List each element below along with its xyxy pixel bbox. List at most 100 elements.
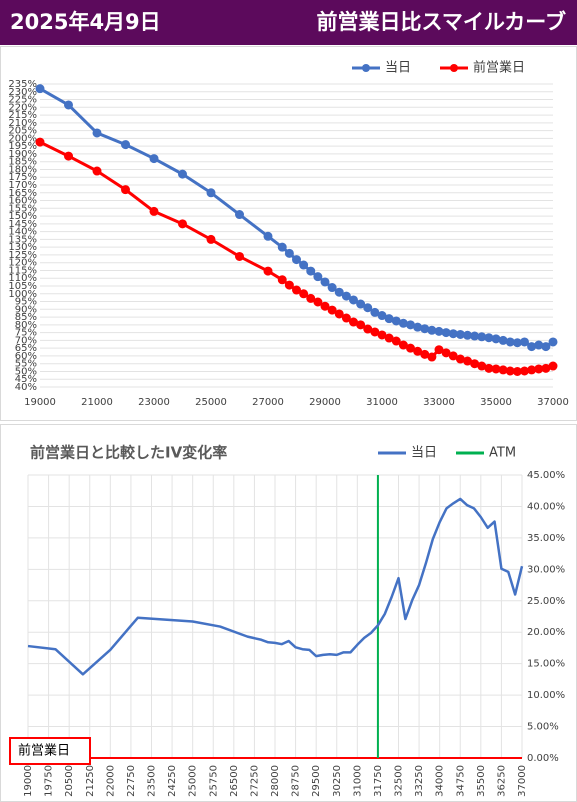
marker bbox=[206, 188, 216, 198]
header-bar bbox=[0, 0, 577, 45]
y-tick-label: 35.00% bbox=[527, 533, 565, 544]
x-tick-label: 19000 bbox=[23, 765, 34, 797]
marker bbox=[235, 251, 244, 261]
x-tick-label: 32500 bbox=[394, 765, 405, 797]
y-tick-label: 95% bbox=[15, 297, 37, 308]
x-tick-label: 29000 bbox=[309, 397, 341, 408]
legend-marker bbox=[450, 64, 458, 72]
marker bbox=[334, 309, 344, 319]
marker bbox=[263, 266, 273, 276]
x-tick-label: 37000 bbox=[517, 765, 528, 797]
y-tick-label: 125% bbox=[8, 250, 37, 261]
y-tick-label: 45% bbox=[15, 374, 37, 385]
marker bbox=[313, 272, 323, 282]
chart-title: 前営業日と比較したIV変化率 bbox=[30, 444, 227, 462]
marker bbox=[277, 275, 287, 285]
marker bbox=[327, 305, 337, 315]
marker bbox=[420, 324, 430, 334]
y-tick-label: 115% bbox=[8, 265, 37, 276]
legend-marker bbox=[362, 64, 370, 72]
y-tick-label: 155% bbox=[8, 203, 37, 214]
marker bbox=[35, 137, 45, 147]
y-tick-label: 135% bbox=[8, 234, 37, 245]
marker bbox=[320, 277, 330, 287]
x-tick-label: 23000 bbox=[138, 397, 170, 408]
y-tick-label: 190% bbox=[8, 149, 37, 160]
x-tick-label: 31000 bbox=[352, 765, 363, 797]
x-tick-label: 23500 bbox=[147, 765, 158, 797]
y-tick-label: 5.00% bbox=[527, 722, 559, 733]
marker bbox=[292, 285, 301, 295]
x-tick-label: 27250 bbox=[249, 765, 260, 797]
chart-panel bbox=[0, 46, 577, 421]
marker bbox=[548, 337, 558, 347]
y-tick-label: 170% bbox=[8, 180, 37, 191]
y-tick-label: 10.00% bbox=[527, 690, 565, 701]
marker bbox=[149, 154, 159, 164]
y-tick-label: 120% bbox=[8, 258, 37, 269]
marker bbox=[64, 151, 73, 161]
marker bbox=[527, 342, 537, 352]
x-tick-label: 35500 bbox=[476, 765, 487, 797]
y-tick-label: 225% bbox=[8, 95, 37, 106]
x-tick-label: 25000 bbox=[195, 397, 227, 408]
marker bbox=[292, 255, 301, 265]
marker bbox=[35, 84, 45, 94]
y-tick-label: 195% bbox=[8, 141, 37, 152]
y-tick-label: 25.00% bbox=[527, 596, 565, 607]
y-tick-label: 175% bbox=[8, 172, 37, 183]
y-tick-label: 230% bbox=[8, 87, 37, 98]
marker bbox=[320, 301, 330, 311]
y-tick-label: 20.00% bbox=[527, 627, 565, 638]
y-tick-label: 70% bbox=[15, 335, 37, 346]
marker bbox=[206, 234, 216, 244]
marker bbox=[413, 322, 423, 332]
marker bbox=[263, 231, 273, 241]
y-tick-label: 145% bbox=[8, 219, 37, 230]
x-tick-label: 25750 bbox=[208, 765, 219, 797]
marker bbox=[121, 185, 130, 195]
y-tick-label: 185% bbox=[8, 157, 37, 168]
x-tick-label: 33000 bbox=[423, 397, 455, 408]
marker bbox=[149, 206, 159, 216]
y-tick-label: 130% bbox=[8, 242, 37, 253]
y-tick-label: 180% bbox=[8, 164, 37, 175]
marker bbox=[92, 128, 102, 138]
y-tick-label: 160% bbox=[8, 196, 37, 207]
y-tick-label: 200% bbox=[8, 133, 37, 144]
marker bbox=[520, 337, 529, 347]
marker bbox=[284, 280, 294, 290]
marker bbox=[277, 242, 287, 252]
legend-label: ATM bbox=[489, 446, 516, 461]
marker bbox=[299, 289, 309, 299]
marker bbox=[306, 293, 316, 303]
y-tick-label: 150% bbox=[8, 211, 37, 222]
y-tick-label: 40% bbox=[15, 382, 37, 393]
y-tick-label: 235% bbox=[8, 79, 37, 90]
x-tick-label: 29500 bbox=[311, 765, 322, 797]
y-tick-label: 15.00% bbox=[527, 659, 565, 670]
x-tick-label: 36250 bbox=[496, 765, 507, 797]
baseline-label: 前営業日 bbox=[18, 743, 70, 759]
y-tick-label: 60% bbox=[15, 351, 37, 362]
marker bbox=[491, 334, 501, 344]
marker bbox=[434, 326, 444, 336]
x-tick-label: 20500 bbox=[64, 765, 75, 797]
y-tick-label: 65% bbox=[15, 343, 37, 354]
y-tick-label: 90% bbox=[15, 304, 37, 315]
x-tick-label: 31750 bbox=[373, 765, 384, 797]
marker bbox=[284, 248, 294, 258]
legend-label: 当日 bbox=[411, 446, 437, 461]
y-tick-label: 0.00% bbox=[527, 753, 559, 764]
x-tick-label: 19000 bbox=[24, 397, 56, 408]
x-tick-label: 34750 bbox=[455, 765, 466, 797]
y-tick-label: 75% bbox=[15, 328, 37, 339]
marker bbox=[121, 140, 130, 150]
y-tick-label: 40.00% bbox=[527, 501, 565, 512]
x-tick-label: 21000 bbox=[81, 397, 113, 408]
x-tick-label: 37000 bbox=[537, 397, 569, 408]
marker bbox=[178, 169, 187, 179]
y-tick-label: 105% bbox=[8, 281, 37, 292]
x-tick-label: 31000 bbox=[366, 397, 398, 408]
